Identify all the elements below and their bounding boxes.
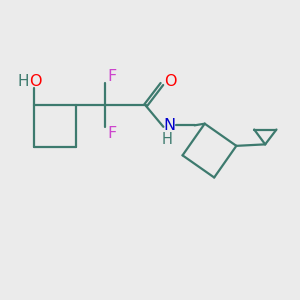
Text: H: H	[17, 74, 28, 88]
Text: O: O	[164, 74, 176, 88]
Text: F: F	[107, 69, 117, 84]
Text: H: H	[161, 132, 172, 147]
Text: N: N	[164, 118, 176, 133]
Text: F: F	[107, 126, 117, 141]
Text: O: O	[29, 74, 42, 88]
